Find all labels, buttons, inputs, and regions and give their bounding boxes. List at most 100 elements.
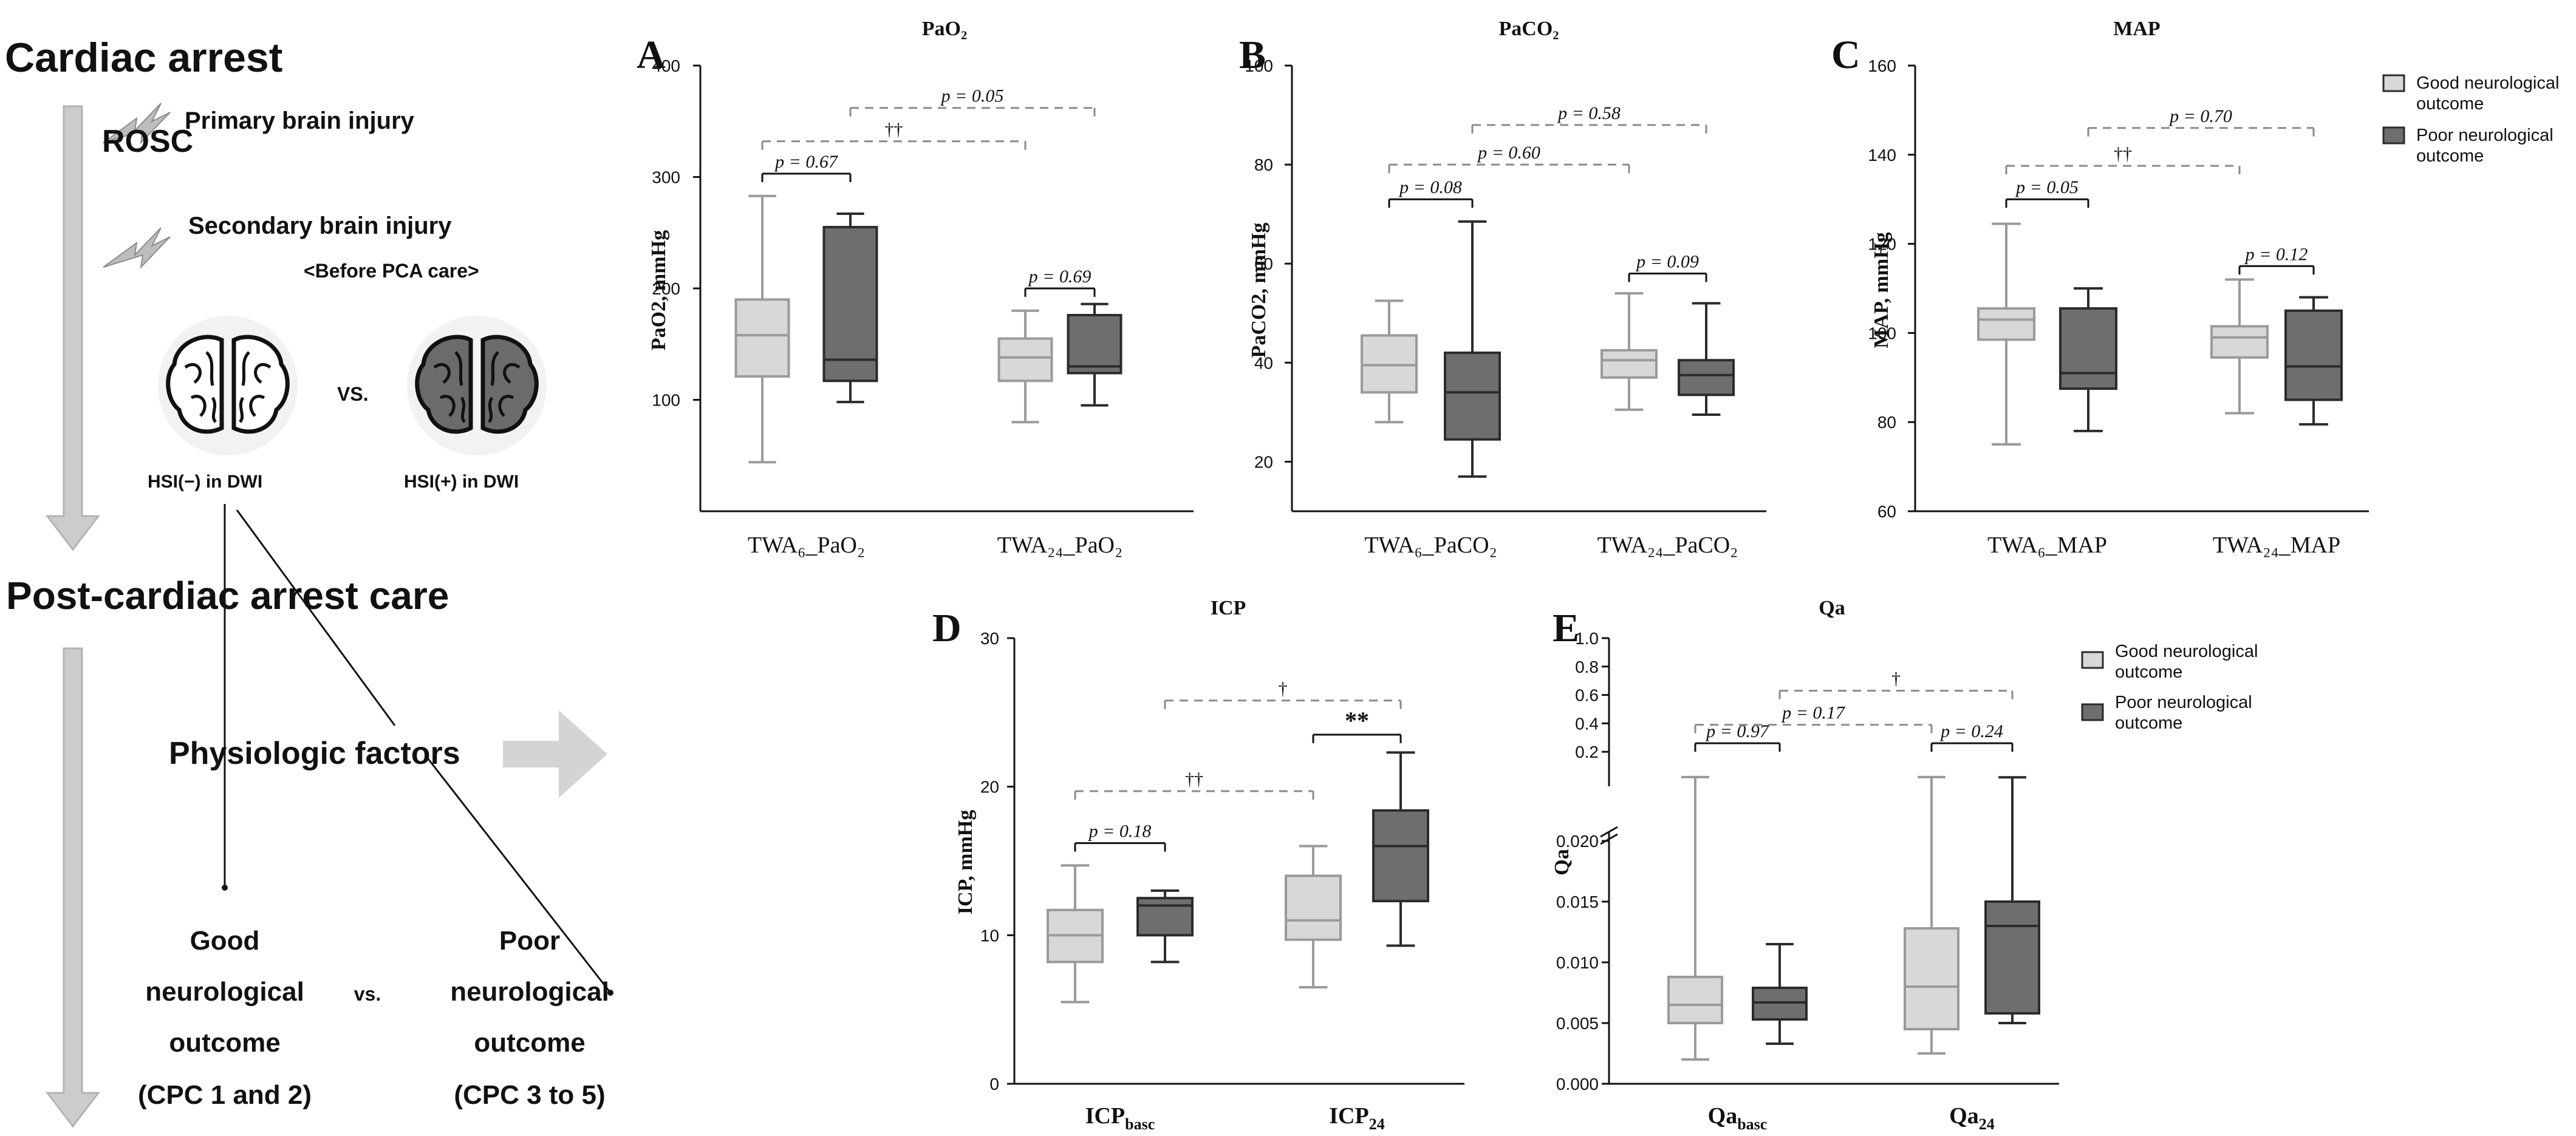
y-tick-label: 300	[652, 168, 680, 187]
iqr-box	[1285, 874, 1342, 941]
y-tick-label: 0.6	[1575, 686, 1599, 705]
p-value-label: p = 0.12	[2244, 244, 2308, 264]
p-value-label: p = 0.09	[1635, 252, 1699, 272]
legend-bottom: Good neurological outcome Poor neurologi…	[2081, 642, 2258, 733]
box-good	[1361, 299, 1418, 424]
p-value-label: ††	[2114, 144, 2132, 164]
y-tick-label: 100	[1868, 324, 1896, 342]
iqr-box	[2059, 307, 2117, 390]
legend-good-line2: outcome	[2416, 94, 2484, 114]
poor-outcome-line3: outcome	[474, 1028, 585, 1058]
post-care-title: Post-cardiac arrest care	[6, 574, 449, 617]
y-tick-label: 160	[1868, 56, 1896, 75]
panel-letter: A	[637, 33, 666, 77]
chart-panel-e: E Qa Qa 0.2 0.4 0.6 0.8 1.0 0.000 0.005 0.010 0.015…	[1551, 597, 2059, 1133]
box-good	[1904, 775, 1959, 1055]
x-category-label: TWA₆_PaCO₂	[1364, 532, 1497, 558]
significance-bracket: p = 0.09	[1628, 252, 1707, 282]
box-poor	[1444, 220, 1501, 478]
legend-poor-swatch	[2382, 126, 2405, 145]
x-category-label: ICPbasc	[1085, 1103, 1155, 1133]
box-poor	[1067, 302, 1122, 407]
p-value-label: p = 0.17	[1781, 703, 1846, 723]
significance-bracket: †	[1164, 679, 1402, 709]
x-category-label: TWA₆_PaO₂	[748, 532, 865, 558]
x-category-subscript: 24	[1369, 1115, 1385, 1133]
vs-label: VS.	[337, 383, 369, 405]
good-outcome-line1: Good	[190, 926, 260, 956]
significance-bracket: p = 0.05	[2005, 177, 2089, 208]
box-poor	[1984, 776, 2040, 1024]
x-category-subscript: basc	[1737, 1115, 1767, 1133]
y-tick-label: 400	[652, 56, 680, 75]
iqr-box	[1678, 359, 1735, 396]
good-outcome-line4: (CPC 1 and 2)	[138, 1080, 312, 1110]
iqr-box	[1667, 976, 1723, 1024]
p-value-label: p = 0.69	[1028, 267, 1092, 287]
y-tick-label: 1.0	[1575, 629, 1599, 648]
x-category-subscript: 24	[1979, 1115, 1995, 1133]
significance-bracket: ††	[1074, 769, 1314, 800]
iqr-box	[1361, 334, 1418, 394]
panel-letter: C	[1831, 33, 1860, 77]
y-tick-label: 0.020	[1556, 832, 1599, 851]
iqr-box	[2210, 325, 2269, 359]
down-arrow-top	[45, 105, 101, 551]
brain-icon-dark	[407, 316, 547, 455]
down-arrow-bottom	[45, 647, 101, 1128]
cardiac-arrest-title: Cardiac arrest	[5, 35, 282, 81]
y-axis-label: ICP, mmHg	[954, 810, 977, 915]
iqr-box	[2284, 309, 2343, 401]
connector-dot	[607, 990, 613, 996]
box-good	[1601, 292, 1658, 411]
chart-title: PaO₂	[922, 18, 967, 40]
hsi-negative-label: HSI(−) in DWI	[148, 472, 262, 492]
box-poor	[2284, 296, 2343, 426]
legend-good-line1: Good neurological	[2115, 642, 2258, 661]
chart-title: MAP	[2113, 18, 2160, 40]
p-value-label: †	[1279, 679, 1288, 699]
legend-good-swatch	[2081, 651, 2104, 669]
y-tick-label: 100	[1245, 56, 1273, 75]
legend-top: Good neurological outcome Poor neurologi…	[2382, 73, 2559, 166]
significance-bracket: p = 0.05	[849, 86, 1096, 117]
legend-poor-swatch	[2081, 703, 2104, 721]
chart-title: ICP	[1211, 597, 1246, 619]
box-good	[734, 194, 790, 464]
y-axis-label: Qa	[1551, 849, 1573, 875]
significance-bracket: p = 0.08	[1388, 177, 1474, 208]
y-tick-label: 200	[652, 279, 680, 298]
brain-icon-light	[158, 316, 298, 455]
box-good	[997, 309, 1053, 424]
box-poor	[822, 213, 878, 404]
box-good	[1285, 845, 1342, 988]
p-value-label: p = 0.67	[774, 152, 839, 172]
legend-good-line2: outcome	[2115, 662, 2182, 682]
right-arrow	[503, 710, 607, 798]
legend-poor-line1: Poor neurological	[2416, 126, 2554, 145]
chart-panel-a: A PaO₂ PaO2, mmHg 100 200 300 400 TWA₆_PaO₂ TWA₂…	[637, 18, 1194, 558]
y-tick-label: 0.010	[1556, 953, 1599, 972]
p-value-label: p = 0.70	[2168, 106, 2232, 126]
vs2-label: vs.	[354, 983, 381, 1005]
y-tick-label: 0.005	[1556, 1014, 1599, 1033]
significance-bracket: p = 0.60	[1388, 143, 1630, 174]
significance-bracket: p = 0.70	[2087, 106, 2315, 137]
p-value-label: †	[1891, 669, 1901, 689]
iqr-box	[1904, 927, 1959, 1030]
y-tick-label: 0.8	[1575, 658, 1599, 676]
y-tick-label: 0.4	[1575, 714, 1599, 733]
p-value-label: p = 0.05	[940, 86, 1004, 106]
iqr-box	[1372, 809, 1429, 903]
box-poor	[1372, 751, 1429, 947]
y-tick-label: 100	[652, 391, 680, 410]
significance-bracket: p = 0.12	[2238, 244, 2315, 275]
iqr-box	[1977, 307, 2035, 341]
iqr-box	[1601, 349, 1658, 379]
significance-bracket: p = 0.18	[1074, 821, 1166, 852]
lightning-icon	[103, 103, 171, 145]
p-value-label: p = 0.05	[2015, 177, 2079, 197]
box-poor	[2059, 287, 2117, 432]
